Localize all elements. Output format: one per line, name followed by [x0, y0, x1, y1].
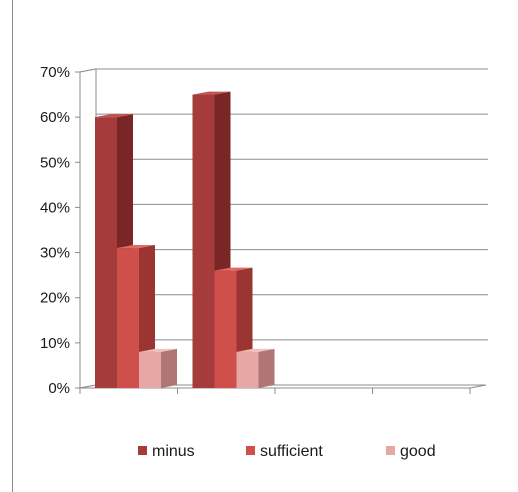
y-tick-label: 40%: [40, 199, 70, 216]
legend-swatch: [386, 446, 395, 455]
legend-swatch: [138, 446, 147, 455]
y-tick-label: 0%: [48, 380, 70, 397]
legend-label: sufficient: [260, 443, 323, 460]
bar-top-face: [214, 267, 253, 271]
floor: [79, 384, 487, 389]
y-tick-label: 20%: [40, 290, 70, 307]
bar-front-face: [117, 248, 139, 388]
bar-side-face: [161, 348, 177, 388]
bar-front-face: [214, 270, 237, 388]
bar-front-face: [139, 351, 161, 388]
bar-front-face: [236, 351, 259, 388]
bars: [95, 91, 275, 389]
y-tick-label: 30%: [40, 245, 70, 262]
chart-walls: [79, 68, 487, 389]
bar-top-face: [95, 114, 133, 118]
legend-item-minus: minus: [138, 443, 195, 460]
bar-side-face: [258, 348, 275, 388]
bar-front-face: [192, 94, 215, 389]
bar-top-face: [236, 348, 275, 352]
side-wall: [79, 68, 97, 389]
legend: minus sufficient good: [138, 443, 436, 460]
legend-label: minus: [152, 443, 195, 460]
legend-item-sufficient: sufficient: [246, 443, 323, 460]
bar-top-face: [117, 245, 155, 249]
y-tick-label: 70%: [40, 64, 70, 81]
y-tick-label: 60%: [40, 109, 70, 126]
legend-label: good: [400, 443, 436, 460]
bar-front-face: [95, 117, 117, 389]
legend-item-good: good: [386, 443, 436, 460]
x-axis-ticks: [79, 388, 471, 394]
bar-top-face: [192, 91, 231, 95]
y-tick-label: 10%: [40, 335, 70, 352]
bar-top-face: [139, 348, 177, 352]
bar-good: [236, 348, 275, 388]
bar-good: [139, 348, 177, 388]
legend-swatch: [246, 446, 255, 455]
y-axis-ticks: 0% 10% 20% 30% 40% 50% 60% 70%: [40, 64, 81, 397]
y-tick-label: 50%: [40, 154, 70, 171]
